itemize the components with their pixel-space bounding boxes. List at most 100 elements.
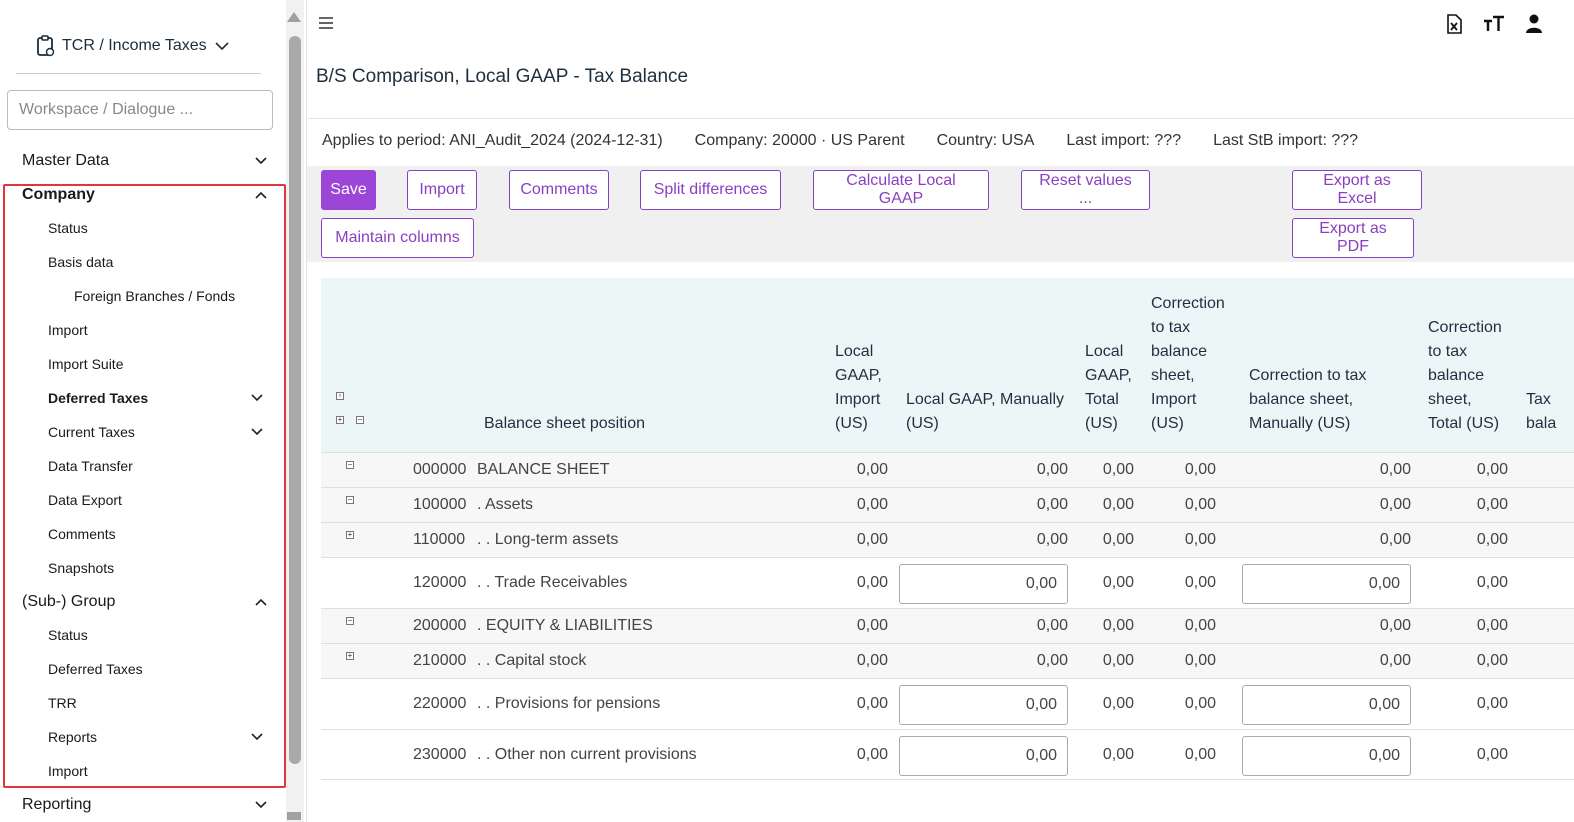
export-excel-button[interactable]: Export as Excel bbox=[1292, 170, 1422, 210]
header-lg-import[interactable]: Local GAAP, Import (US) bbox=[835, 343, 882, 432]
nav-company-comments[interactable]: Comments bbox=[48, 526, 116, 542]
value-cell: 0,00 bbox=[1379, 652, 1411, 669]
collapse-icon[interactable]: − bbox=[356, 415, 364, 424]
header-ct-total[interactable]: Correction to tax balance sheet, Total (… bbox=[1428, 319, 1502, 432]
nav-master-data[interactable]: Master Data bbox=[22, 152, 267, 170]
value-input[interactable] bbox=[899, 563, 1068, 604]
nav-company-data-transfer[interactable]: Data Transfer bbox=[48, 458, 133, 474]
scroll-down-arrow[interactable] bbox=[287, 812, 301, 820]
table-row: 230000 . . Other non current provisions 0,… bbox=[321, 729, 1574, 780]
value-cell: 0,00 bbox=[1379, 531, 1411, 548]
table-row: +110000 . . Long-term assets 0,00 0,00 0,00 0… bbox=[321, 522, 1574, 557]
value-cell: 0,00 bbox=[1476, 496, 1508, 513]
nav-group-trr[interactable]: TRR bbox=[48, 695, 77, 711]
table-row: +210000 . . Capital stock 0,00 0,00 0,00 0,00… bbox=[321, 643, 1574, 678]
nav-sub-group[interactable]: (Sub-) Group bbox=[22, 593, 267, 611]
nav-company-status[interactable]: Status bbox=[48, 220, 88, 236]
value-cell: 0,00 bbox=[1036, 652, 1068, 669]
header-ct-manual[interactable]: Correction to tax balance sheet, Manuall… bbox=[1249, 367, 1367, 432]
nav-company-deferred-taxes[interactable]: Deferred Taxes bbox=[48, 390, 263, 406]
value-input[interactable] bbox=[1242, 563, 1411, 604]
expand-all-icon[interactable]: + bbox=[336, 415, 344, 424]
value-input[interactable] bbox=[899, 735, 1068, 776]
app-switcher[interactable]: TCR / Income Taxes bbox=[36, 34, 235, 58]
value-cell: 0,00 bbox=[1184, 746, 1216, 763]
nav-label: Master Data bbox=[22, 152, 110, 169]
header-ct-import[interactable]: Correction to tax balance sheet, Import … bbox=[1151, 295, 1225, 432]
export-pdf-button[interactable]: Export as PDF bbox=[1292, 218, 1414, 258]
value-cell: 0,00 bbox=[1476, 695, 1508, 712]
nav-group-import[interactable]: Import bbox=[48, 763, 88, 779]
nav-label: Reporting bbox=[22, 796, 92, 813]
collapse-row-icon[interactable]: − bbox=[346, 615, 354, 625]
value-cell: 0,00 bbox=[1102, 617, 1134, 634]
nav-group-reports[interactable]: Reports bbox=[48, 729, 263, 745]
chevron-down-icon bbox=[255, 801, 267, 809]
nav-group-status[interactable]: Status bbox=[48, 627, 88, 643]
value-input[interactable] bbox=[1242, 735, 1411, 776]
comments-button[interactable]: Comments bbox=[509, 170, 609, 210]
workspace-search-input[interactable] bbox=[7, 90, 273, 130]
value-cell: 0,00 bbox=[1379, 617, 1411, 634]
row-code: 000000 bbox=[413, 461, 467, 478]
row-code: 110000 bbox=[413, 531, 466, 548]
reset-values-button[interactable]: Reset values ... bbox=[1021, 170, 1150, 210]
text-size-icon[interactable] bbox=[1483, 14, 1505, 34]
value-input[interactable] bbox=[1242, 684, 1411, 725]
split-differences-button[interactable]: Split differences bbox=[640, 170, 781, 210]
header-lg-total[interactable]: Local GAAP, Total (US) bbox=[1085, 343, 1132, 432]
row-label: BALANCE SHEET bbox=[477, 461, 610, 478]
last-stb-import-info: Last StB import: ??? bbox=[1213, 132, 1359, 149]
collapse-row-icon[interactable]: − bbox=[346, 494, 354, 504]
collapse-row-icon[interactable]: − bbox=[346, 459, 354, 469]
header-tax[interactable]: Tax bala bbox=[1526, 391, 1557, 432]
divider bbox=[306, 0, 307, 822]
save-button[interactable]: Save bbox=[321, 170, 376, 210]
nav-company[interactable]: Company bbox=[22, 186, 267, 204]
chevron-down-icon bbox=[255, 157, 267, 165]
value-cell: 0,00 bbox=[856, 695, 888, 712]
collapse-all-icon[interactable]: ▫ bbox=[336, 392, 344, 400]
value-cell: 0,00 bbox=[1036, 461, 1068, 478]
scrollbar-thumb[interactable] bbox=[289, 36, 301, 764]
value-cell: 0,00 bbox=[1036, 617, 1068, 634]
value-cell: 0,00 bbox=[856, 617, 888, 634]
nav-label: (Sub-) Group bbox=[22, 593, 116, 610]
value-cell: 0,00 bbox=[856, 652, 888, 669]
last-import-info: Last import: ??? bbox=[1066, 132, 1182, 149]
row-code: 100000 bbox=[413, 496, 467, 513]
nav-company-data-export[interactable]: Data Export bbox=[48, 492, 122, 508]
chevron-down-icon bbox=[251, 733, 263, 741]
nav-group-deferred-taxes[interactable]: Deferred Taxes bbox=[48, 661, 143, 677]
nav-reporting[interactable]: Reporting bbox=[22, 796, 267, 814]
nav-company-import[interactable]: Import bbox=[48, 322, 88, 338]
calculate-local-gaap-button[interactable]: Calculate Local GAAP bbox=[813, 170, 989, 210]
expand-row-icon[interactable]: + bbox=[346, 650, 354, 660]
maintain-columns-button[interactable]: Maintain columns bbox=[321, 218, 474, 258]
header-lg-manual[interactable]: Local GAAP, Manually (US) bbox=[906, 391, 1065, 432]
page-title: B/S Comparison, Local GAAP - Tax Balance bbox=[316, 66, 689, 87]
table-row: − 100000 . Assets 0,00 0,00 0,00 0,00 0,00 0,00 bbox=[321, 487, 1574, 522]
value-cell: 0,00 bbox=[1102, 496, 1134, 513]
scroll-up-arrow[interactable] bbox=[287, 12, 301, 22]
expand-row-icon[interactable]: + bbox=[346, 529, 354, 539]
value-input[interactable] bbox=[899, 684, 1068, 725]
menu-icon[interactable] bbox=[318, 16, 334, 30]
value-cell: 0,00 bbox=[1102, 695, 1134, 712]
value-cell: 0,00 bbox=[1102, 574, 1134, 591]
chevron-down-icon bbox=[251, 428, 263, 436]
user-icon[interactable] bbox=[1525, 14, 1543, 34]
nav-company-basis-data[interactable]: Basis data bbox=[48, 254, 114, 270]
nav-company-snapshots[interactable]: Snapshots bbox=[48, 560, 115, 576]
value-cell: 0,00 bbox=[1476, 746, 1508, 763]
balance-grid: ▫ + − Balance sheet position Local GAAP,… bbox=[321, 278, 1574, 780]
header-position[interactable]: Balance sheet position bbox=[484, 415, 645, 432]
import-button[interactable]: Import bbox=[407, 170, 477, 210]
excel-icon[interactable] bbox=[1446, 14, 1462, 34]
row-label: . EQUITY & LIABILITIES bbox=[477, 617, 653, 634]
nav-company-current-taxes[interactable]: Current Taxes bbox=[48, 424, 263, 440]
sidebar: TCR / Income Taxes Master Data Company S… bbox=[0, 0, 286, 822]
nav-company-foreign-branches[interactable]: Foreign Branches / Fonds bbox=[74, 288, 236, 304]
value-cell: 0,00 bbox=[1184, 652, 1216, 669]
nav-company-import-suite[interactable]: Import Suite bbox=[48, 356, 124, 372]
